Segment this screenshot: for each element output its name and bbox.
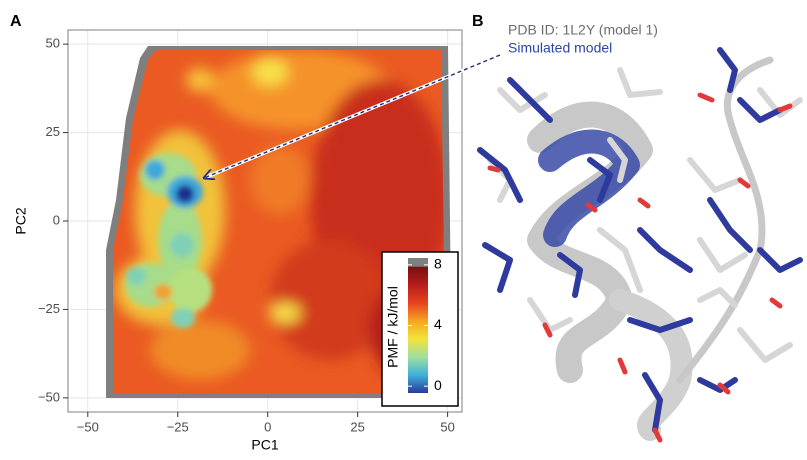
colorbar-tick-label: 8	[434, 256, 442, 272]
panel-label: A	[10, 13, 22, 30]
axes: −50 −25 0 25 50 −50 −25 0 25 50	[38, 36, 455, 435]
y-tick-label: 50	[46, 36, 60, 51]
colorbar-bar	[408, 258, 428, 393]
x-tick-label: −25	[167, 419, 189, 434]
colorbar-tick-label: 4	[434, 316, 442, 332]
x-tick-label: 0	[264, 419, 271, 434]
molecule-image	[477, 47, 803, 443]
x-tick-label: −50	[77, 419, 99, 434]
y-axis-label: PC2	[13, 207, 29, 234]
x-tick-label: 25	[350, 419, 364, 434]
colorbar-tick-label: 0	[434, 377, 442, 393]
y-tick-label: 0	[53, 212, 60, 227]
annotation-simulated: Simulated model	[508, 40, 612, 56]
annotation-reference: PDB ID: 1L2Y (model 1)	[508, 22, 658, 38]
panel-label: B	[472, 13, 484, 30]
annotation-arrow	[204, 54, 501, 178]
y-tick-label: 25	[46, 124, 60, 139]
y-tick-label: −25	[38, 301, 60, 316]
y-tick-label: −50	[38, 389, 60, 404]
x-tick-label: 50	[440, 419, 454, 434]
x-axis-label: PC1	[251, 437, 278, 453]
colorbar: 0 4 8	[408, 256, 442, 393]
colorbar-label: PMF / kJ/mol	[385, 286, 401, 368]
